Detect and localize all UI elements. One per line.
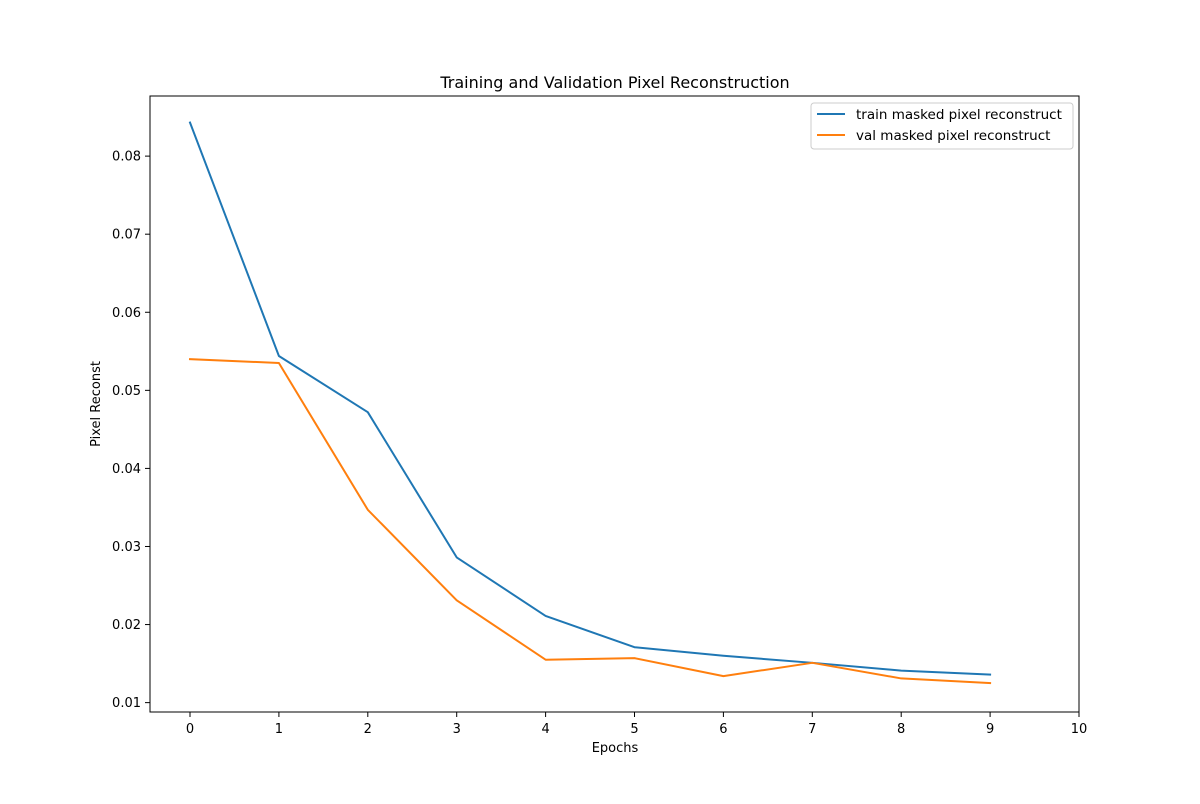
x-tick-label: 1 [275,722,283,737]
plot-area-frame [149,95,1080,713]
y-axis-label: Pixel Reconst [89,361,104,447]
x-tick-label: 10 [1071,722,1088,737]
x-tick-label: 2 [364,722,372,737]
y-tick-label: 0.03 [112,540,141,555]
y-tick-label: 0.04 [112,462,141,477]
series-layer [188,121,992,685]
series-line-val [188,358,992,685]
y-tick-label: 0.07 [112,228,141,243]
x-axis: 0 1 2 3 4 5 6 7 8 9 10 [186,712,1087,737]
y-tick-label: 0.08 [112,150,141,165]
y-tick-label: 0.05 [112,384,141,399]
y-tick-label: 0.02 [112,618,141,633]
y-tick-label: 0.01 [112,696,141,711]
legend: train masked pixel reconstruct val maske… [810,102,1074,150]
x-tick-label: 7 [808,722,816,737]
x-tick-label: 9 [986,722,994,737]
y-tick-label: 0.06 [112,306,141,321]
x-tick-label: 0 [186,722,194,737]
y-axis: 0.01 0.02 0.03 0.04 0.05 0.06 0.07 0.08 [112,150,150,711]
chart-title: Training and Validation Pixel Reconstruc… [439,73,789,92]
legend-label-val: val masked pixel reconstruct [856,128,1050,144]
legend-label-train: train masked pixel reconstruct [856,107,1062,123]
x-tick-label: 6 [719,722,727,737]
series-line-train [188,121,992,676]
x-tick-label: 4 [541,722,549,737]
x-axis-label: Epochs [592,741,639,756]
x-tick-label: 3 [453,722,461,737]
x-tick-label: 8 [897,722,905,737]
legend-frame [810,102,1074,150]
x-tick-label: 5 [630,722,638,737]
